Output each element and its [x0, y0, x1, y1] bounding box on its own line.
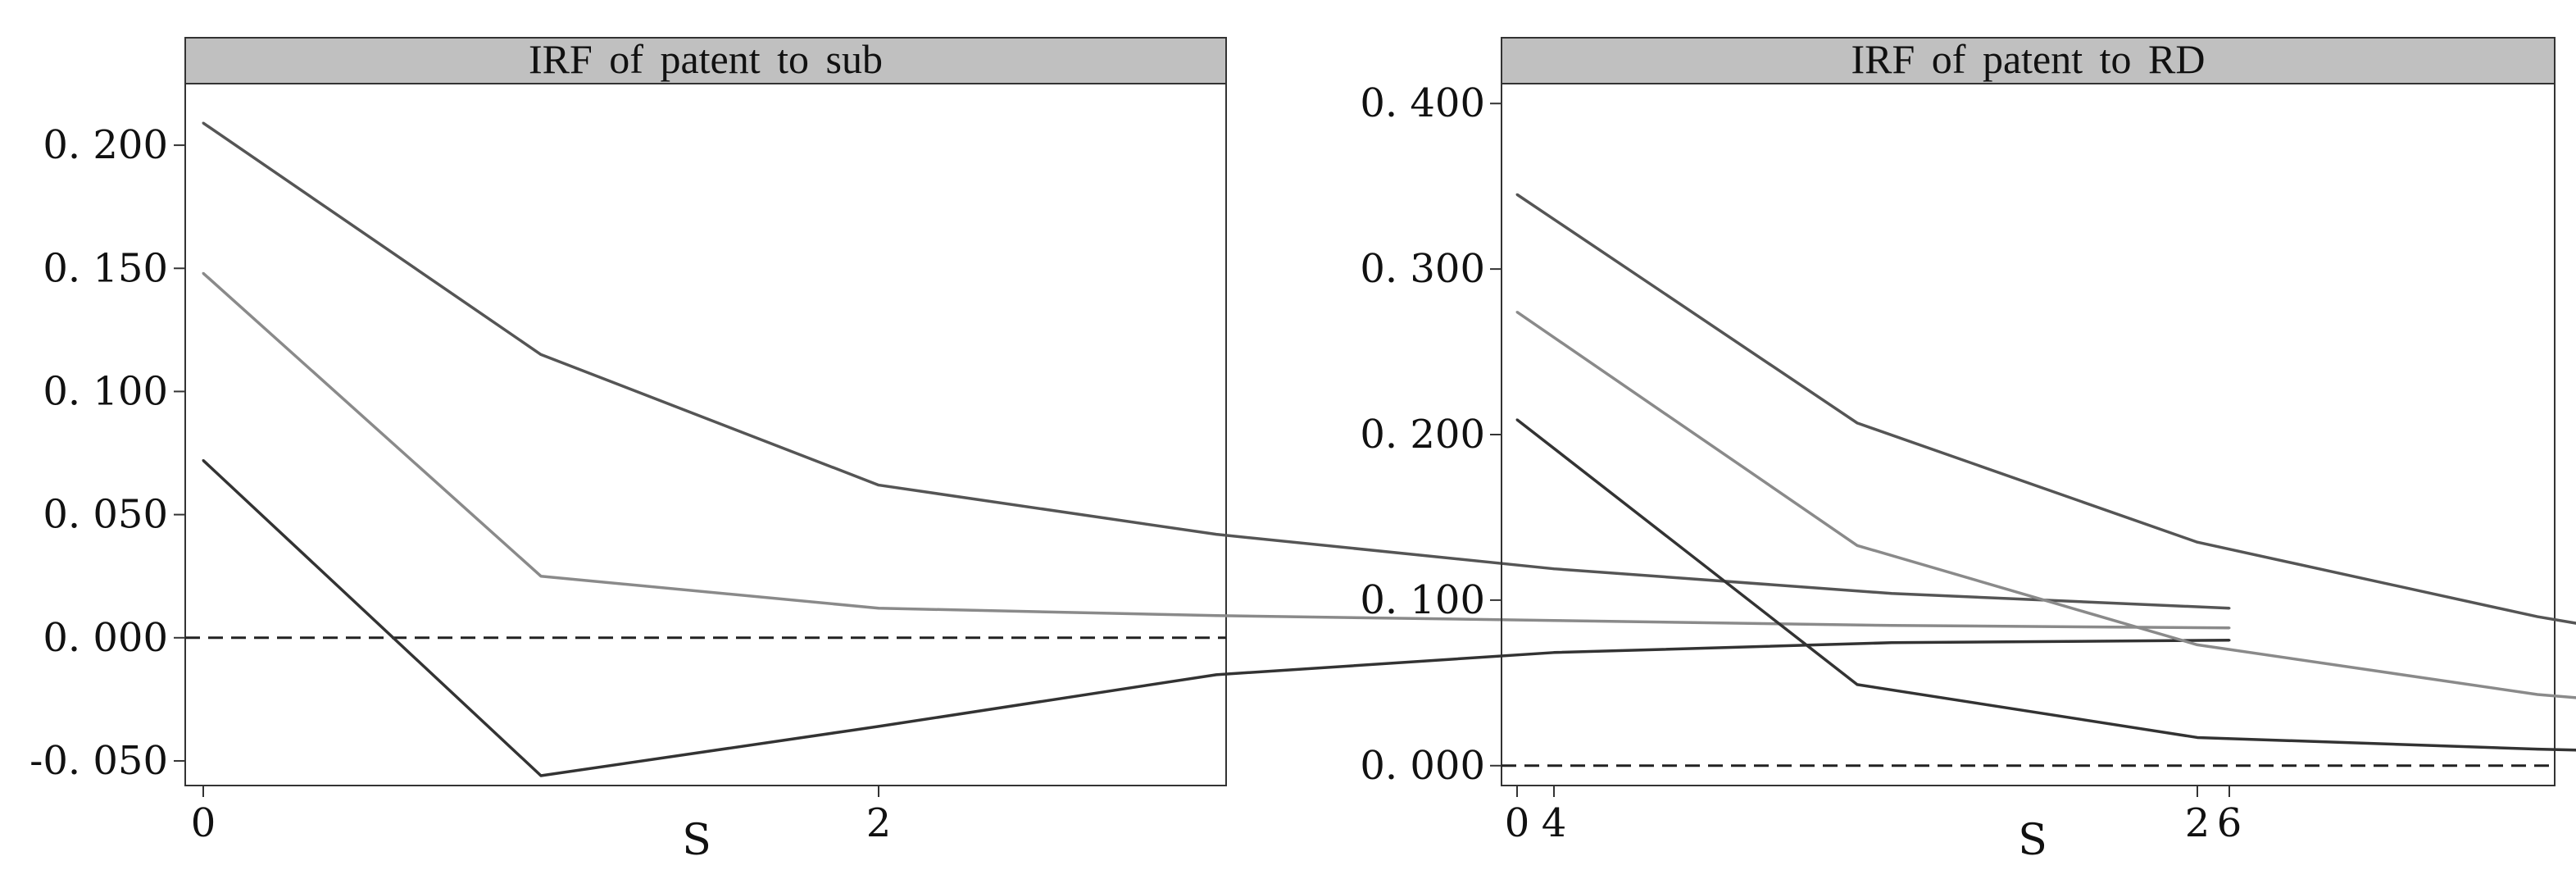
data-point	[2196, 540, 2199, 544]
series-line-1	[1516, 311, 2576, 699]
series-line-1	[202, 271, 2230, 630]
x-axis-label: S	[682, 816, 711, 865]
x-axis-label: S	[2018, 816, 2047, 865]
x-tick-label: 6	[2217, 800, 2242, 846]
data-point	[1215, 614, 1218, 617]
title-band	[184, 37, 1227, 84]
data-point	[2536, 693, 2539, 696]
data-point	[539, 353, 543, 356]
data-point	[202, 271, 205, 275]
x-tick-label: 2	[2185, 800, 2210, 846]
y-tick-label: 0. 200	[1360, 412, 1485, 458]
y-tick-label: 0. 200	[43, 122, 168, 168]
data-point	[2536, 615, 2539, 618]
data-point	[877, 484, 880, 487]
title-band	[1501, 37, 2556, 84]
data-point	[202, 121, 205, 125]
data-point	[1552, 567, 1556, 571]
data-point	[2228, 626, 2231, 630]
data-point	[2536, 748, 2539, 751]
data-point	[1552, 619, 1556, 622]
data-point	[1215, 533, 1218, 536]
series-line-2	[1515, 418, 2576, 752]
data-point	[539, 575, 543, 578]
data-point	[1515, 311, 1519, 314]
y-tick-label: 0. 050	[43, 492, 168, 538]
x-tick-label: 2	[866, 800, 892, 846]
data-point	[1890, 624, 1893, 627]
data-point	[1856, 544, 1859, 547]
panel-irf-sub: IRF of patent to sub -0. 050 0. 000 0. 050 0…	[30, 36, 2242, 865]
panel-irf-rd: IRF of patent to RD 0. 000 0. 100 0. 200 0. …	[1360, 36, 2576, 865]
y-tick-label: 0. 100	[1360, 577, 1485, 623]
data-point	[1215, 673, 1218, 676]
x-tick-label: 0	[191, 800, 216, 846]
y-tick-label: -0. 050	[30, 738, 168, 784]
data-point	[2196, 736, 2199, 739]
series-line-2	[202, 459, 2230, 777]
plot-frame	[1501, 83, 2556, 786]
chart-title: IRF of patent to RD	[1851, 36, 2206, 82]
data-point	[1856, 683, 1859, 686]
data-point	[202, 459, 205, 462]
data-point	[539, 774, 543, 777]
data-point	[1890, 592, 1893, 595]
data-point	[2228, 607, 2231, 610]
series-line-0	[1516, 193, 2576, 625]
y-tick-label: 0. 000	[43, 615, 168, 661]
data-point	[1552, 651, 1556, 654]
y-tick-label: 0. 000	[1360, 743, 1485, 789]
x-tick-label: 0	[1505, 800, 1530, 846]
data-point	[877, 607, 880, 610]
y-tick-label: 0. 150	[43, 245, 168, 291]
data-point	[877, 725, 880, 728]
data-point	[1515, 193, 1519, 196]
data-point	[1856, 421, 1859, 425]
x-tick-label: 4	[1542, 800, 1567, 846]
data-point	[2228, 639, 2231, 642]
plot-frame	[184, 83, 1227, 786]
y-tick-label: 0. 100	[43, 368, 168, 414]
y-tick-label: 0. 300	[1360, 246, 1485, 292]
chart-title: IRF of patent to sub	[529, 36, 883, 82]
data-point	[2196, 643, 2199, 646]
data-point	[1890, 641, 1893, 644]
y-tick-label: 0. 400	[1360, 80, 1485, 126]
data-point	[1515, 418, 1519, 421]
